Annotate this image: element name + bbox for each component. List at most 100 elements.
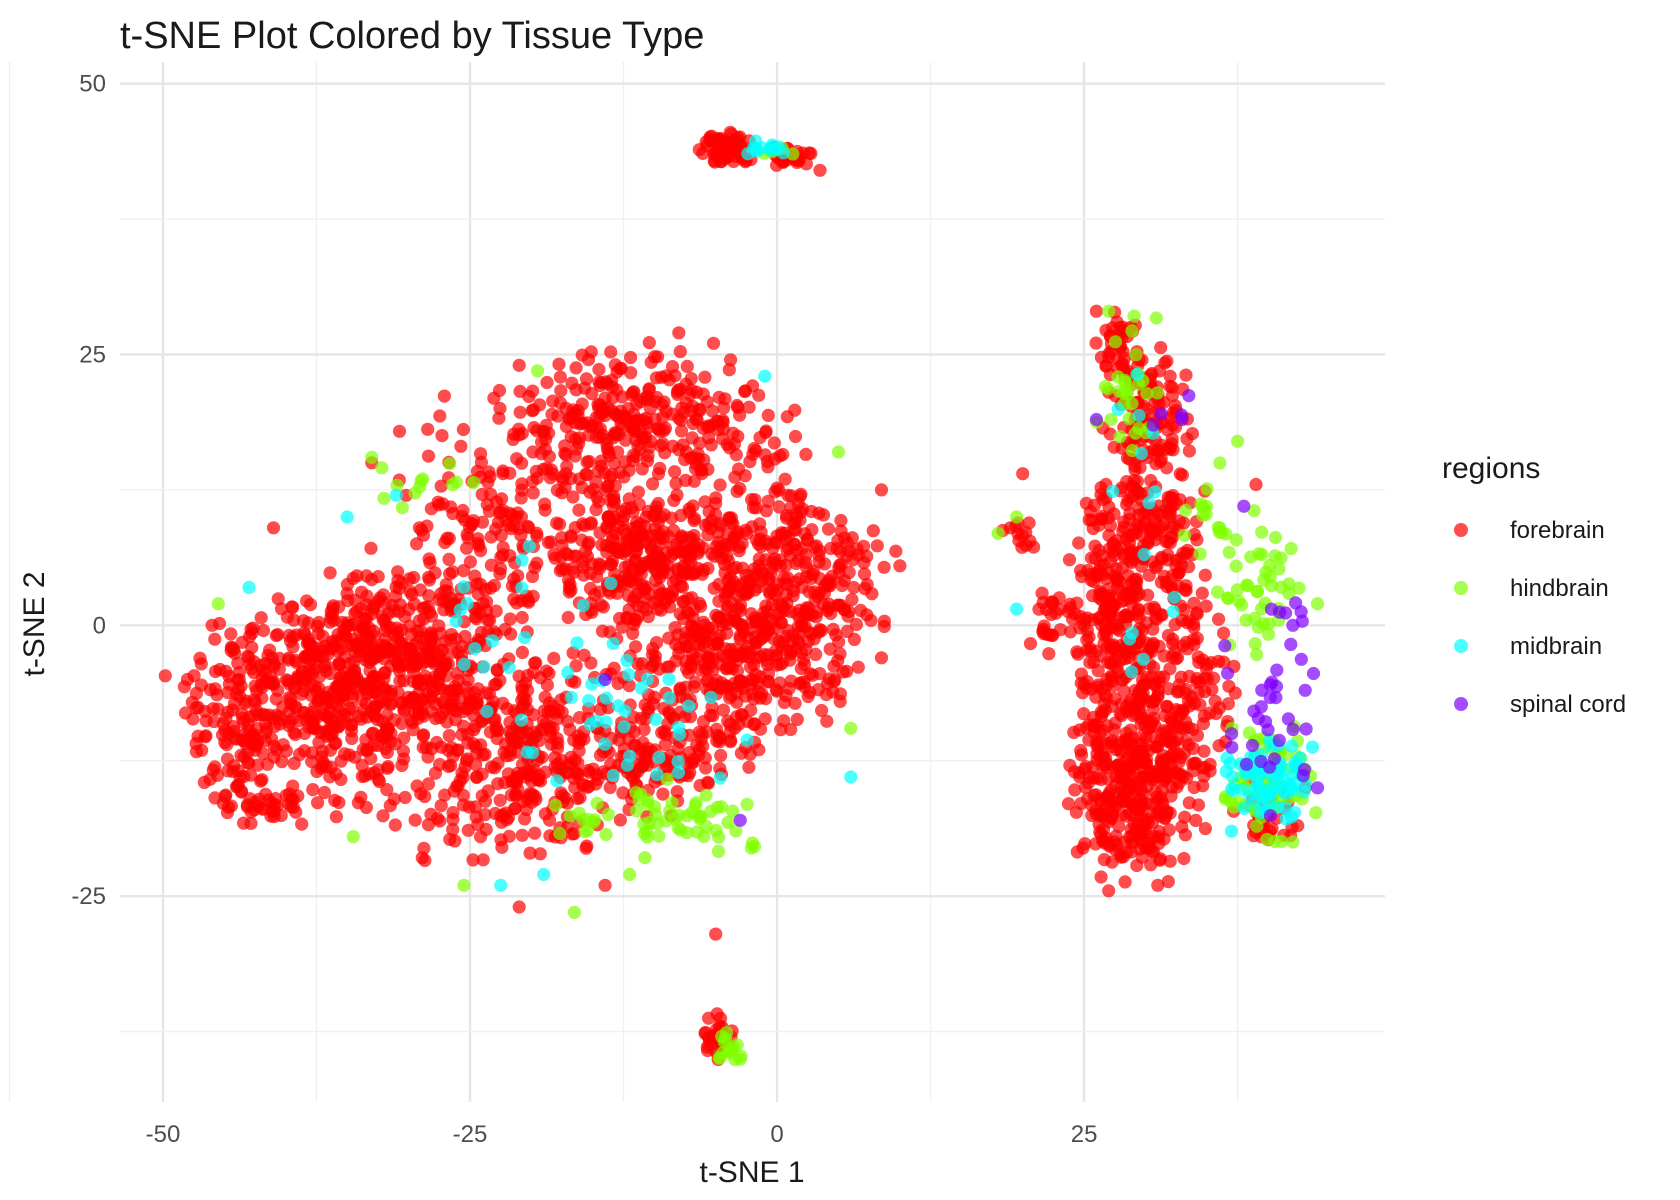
data-point [456, 704, 471, 719]
data-point [453, 774, 467, 788]
data-point [1170, 568, 1185, 582]
data-point [716, 703, 731, 717]
data-point [528, 826, 542, 840]
data-point [1251, 620, 1266, 634]
data-point [670, 488, 684, 502]
data-point [1255, 547, 1269, 562]
data-point [412, 614, 426, 628]
data-point [729, 824, 743, 838]
data-point [753, 517, 767, 531]
data-point [1177, 603, 1191, 617]
data-point [359, 800, 373, 815]
data-point [1122, 777, 1136, 791]
data-point [1286, 722, 1300, 737]
data-point [1098, 617, 1112, 631]
data-point [581, 763, 595, 778]
data-point [523, 846, 537, 860]
data-point [1093, 726, 1107, 740]
data-point [616, 409, 631, 423]
data-point [457, 657, 471, 672]
data-point [512, 900, 526, 914]
data-point [518, 631, 532, 645]
data-point [433, 710, 447, 725]
data-point [434, 479, 448, 493]
data-point [711, 545, 725, 559]
data-point [480, 595, 494, 609]
data-point [1175, 413, 1189, 427]
data-point [831, 445, 846, 459]
data-point [815, 703, 829, 718]
data-point [448, 834, 462, 848]
data-point [612, 733, 626, 747]
data-point [1126, 552, 1141, 566]
data-point [337, 708, 351, 722]
data-point [553, 826, 567, 841]
data-point [1097, 853, 1111, 867]
data-point [1152, 397, 1166, 411]
data-point [1159, 700, 1174, 714]
data-point [845, 593, 859, 607]
data-point [264, 732, 279, 746]
data-point [669, 476, 683, 490]
data-point [630, 804, 644, 818]
data-point [1282, 577, 1296, 591]
data-point [344, 718, 358, 732]
legend-swatch [1454, 581, 1468, 595]
data-point [489, 604, 503, 618]
data-point [1141, 588, 1155, 602]
data-point [578, 825, 592, 839]
data-point [1134, 446, 1148, 461]
data-point [620, 572, 634, 587]
data-point [1203, 764, 1217, 778]
data-point [684, 372, 698, 386]
data-point [241, 755, 255, 770]
data-point [1109, 829, 1123, 843]
data-point [676, 595, 690, 609]
data-point [482, 465, 496, 479]
data-point [636, 758, 650, 772]
data-point [515, 456, 529, 470]
data-point [393, 598, 407, 612]
data-point [422, 573, 437, 587]
data-point [733, 408, 747, 422]
data-point [593, 378, 607, 392]
data-point [753, 532, 767, 547]
data-point [866, 524, 880, 538]
data-point [1198, 568, 1212, 582]
data-point [730, 484, 744, 498]
legend-item-hindbrain: hindbrain [1454, 575, 1609, 602]
data-point [1086, 760, 1100, 774]
data-point [503, 748, 517, 762]
data-point [205, 618, 219, 632]
data-point [650, 636, 664, 650]
data-point [461, 823, 475, 837]
data-point [446, 823, 460, 837]
data-point [845, 531, 859, 545]
data-point [479, 822, 493, 837]
data-point [603, 780, 617, 795]
data-point [525, 474, 539, 489]
data-point [648, 395, 662, 409]
data-point [515, 610, 529, 625]
data-point [824, 541, 838, 556]
data-point [533, 398, 547, 412]
data-point [271, 592, 285, 606]
data-point [449, 713, 463, 727]
data-point [1154, 341, 1168, 355]
data-point [715, 618, 729, 632]
data-point [722, 363, 736, 377]
data-point [591, 772, 605, 787]
data-point [1177, 528, 1191, 543]
data-point [1282, 586, 1296, 601]
data-point [1132, 829, 1146, 844]
data-point [494, 528, 508, 543]
data-point [488, 678, 502, 692]
data-point [712, 657, 726, 671]
data-point [684, 657, 698, 671]
data-point [503, 549, 517, 563]
data-point [774, 723, 788, 737]
x-axis-ticks: -50 -25 0 25 [146, 1121, 1098, 1148]
data-point [1299, 722, 1313, 736]
data-point [1087, 498, 1102, 512]
data-point [1094, 350, 1108, 364]
